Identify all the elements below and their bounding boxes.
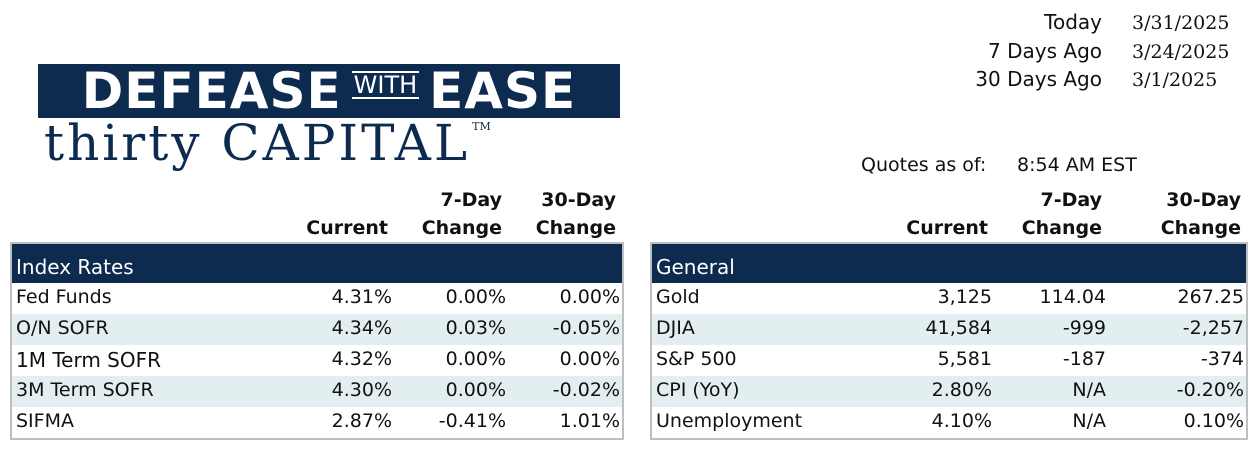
col-header-current: Current bbox=[306, 217, 388, 239]
date-row-30-days: 30 Days Ago 3/1/2025 bbox=[900, 67, 1240, 95]
row-30day-change: 0.00% bbox=[559, 348, 620, 370]
logo-ease-text: EASE bbox=[429, 62, 577, 120]
row-30day-change: 0.10% bbox=[1183, 410, 1244, 432]
date-value: 3/24/2025 bbox=[1132, 41, 1230, 63]
col-header-30day-bottom: Change bbox=[1160, 217, 1241, 239]
row-30day-change: 267.25 bbox=[1177, 286, 1244, 308]
row-7day-change: 0.00% bbox=[445, 286, 506, 308]
col-header-7day-top: 7-Day bbox=[440, 189, 503, 211]
row-7day-change: 0.00% bbox=[445, 348, 506, 370]
row-30day-change: -2,257 bbox=[1182, 317, 1244, 339]
row-30day-change: 1.01% bbox=[559, 410, 620, 432]
row-current: 3,125 bbox=[937, 286, 992, 308]
table-row: 3M Term SOFR 4.30% 0.00% -0.02% bbox=[12, 376, 622, 407]
row-label: SIFMA bbox=[16, 410, 74, 432]
logo-defease-text: DEFEASE bbox=[81, 62, 342, 120]
table-row: SIFMA 2.87% -0.41% 1.01% bbox=[12, 407, 622, 438]
row-current: 4.34% bbox=[331, 317, 392, 339]
row-label: 1M Term SOFR bbox=[16, 348, 162, 372]
row-7day-change: -999 bbox=[1062, 317, 1106, 339]
date-label: 30 Days Ago bbox=[975, 67, 1102, 91]
date-row-7-days: 7 Days Ago 3/24/2025 bbox=[900, 39, 1240, 67]
date-label: Today bbox=[1044, 10, 1102, 34]
logo-thirty-capital-text: thirty CAPITAL bbox=[44, 114, 471, 172]
table-row: Gold 3,125 114.04 267.25 bbox=[652, 283, 1246, 314]
row-30day-change: -0.20% bbox=[1176, 379, 1244, 401]
row-7day-change: N/A bbox=[1072, 379, 1106, 401]
table-row: Unemployment 4.10% N/A 0.10% bbox=[652, 407, 1246, 438]
logo-with-text: WITH bbox=[351, 71, 420, 99]
quotes-time: 8:54 AM EST bbox=[1017, 154, 1137, 176]
row-current: 2.80% bbox=[931, 379, 992, 401]
col-header-30day-bottom: Change bbox=[535, 217, 616, 239]
table-row: CPI (YoY) 2.80% N/A -0.20% bbox=[652, 376, 1246, 407]
row-30day-change: -0.02% bbox=[552, 379, 620, 401]
date-value: 3/31/2025 bbox=[1132, 12, 1230, 34]
row-7day-change: 0.00% bbox=[445, 379, 506, 401]
row-30day-change: 0.00% bbox=[559, 286, 620, 308]
row-7day-change: 114.04 bbox=[1039, 286, 1106, 308]
logo-trademark: TM bbox=[472, 120, 491, 133]
row-current: 4.32% bbox=[331, 348, 392, 370]
row-label: O/N SOFR bbox=[16, 317, 109, 339]
col-header-7day-bottom: Change bbox=[1021, 217, 1102, 239]
row-label: 3M Term SOFR bbox=[16, 379, 154, 401]
col-header-30day-top: 30-Day bbox=[1166, 189, 1241, 211]
row-current: 4.30% bbox=[331, 379, 392, 401]
row-label: DJIA bbox=[656, 317, 695, 339]
table-row: DJIA 41,584 -999 -2,257 bbox=[652, 314, 1246, 345]
logo-subtitle: thirty CAPITAL TM bbox=[44, 116, 634, 170]
table-row: Fed Funds 4.31% 0.00% 0.00% bbox=[12, 283, 622, 314]
col-header-30day-top: 30-Day bbox=[541, 189, 616, 211]
row-30day-change: -374 bbox=[1200, 348, 1244, 370]
row-30day-change: -0.05% bbox=[552, 317, 620, 339]
row-label: S&P 500 bbox=[656, 348, 737, 370]
row-label: CPI (YoY) bbox=[656, 379, 740, 401]
row-label: Gold bbox=[656, 286, 700, 308]
general-title: General bbox=[652, 244, 1246, 283]
col-header-7day-bottom: Change bbox=[421, 217, 502, 239]
col-header-current: Current bbox=[906, 217, 988, 239]
index-rates-title: Index Rates bbox=[12, 244, 622, 283]
date-label: 7 Days Ago bbox=[988, 39, 1102, 63]
row-current: 4.10% bbox=[931, 410, 992, 432]
general-table: General Gold 3,125 114.04 267.25 DJIA 41… bbox=[650, 242, 1248, 440]
table-row: S&P 500 5,581 -187 -374 bbox=[652, 345, 1246, 376]
table-row: 1M Term SOFR 4.32% 0.00% 0.00% bbox=[12, 345, 622, 376]
date-row-today: Today 3/31/2025 bbox=[900, 10, 1240, 38]
row-label: Fed Funds bbox=[16, 286, 112, 308]
row-7day-change: -0.41% bbox=[438, 410, 506, 432]
row-current: 41,584 bbox=[925, 317, 992, 339]
col-header-7day-top: 7-Day bbox=[1040, 189, 1103, 211]
row-current: 5,581 bbox=[937, 348, 992, 370]
logo-banner: DEFEASE WITH EASE bbox=[38, 64, 620, 118]
quotes-label: Quotes as of: bbox=[861, 154, 987, 176]
row-label: Unemployment bbox=[656, 410, 803, 432]
index-rates-table: Index Rates Fed Funds 4.31% 0.00% 0.00% … bbox=[10, 242, 624, 440]
row-7day-change: N/A bbox=[1072, 410, 1106, 432]
row-7day-change: -187 bbox=[1062, 348, 1106, 370]
row-current: 4.31% bbox=[331, 286, 392, 308]
row-current: 2.87% bbox=[331, 410, 392, 432]
date-value: 3/1/2025 bbox=[1132, 69, 1218, 91]
row-7day-change: 0.03% bbox=[445, 317, 506, 339]
table-row: O/N SOFR 4.34% 0.03% -0.05% bbox=[12, 314, 622, 345]
